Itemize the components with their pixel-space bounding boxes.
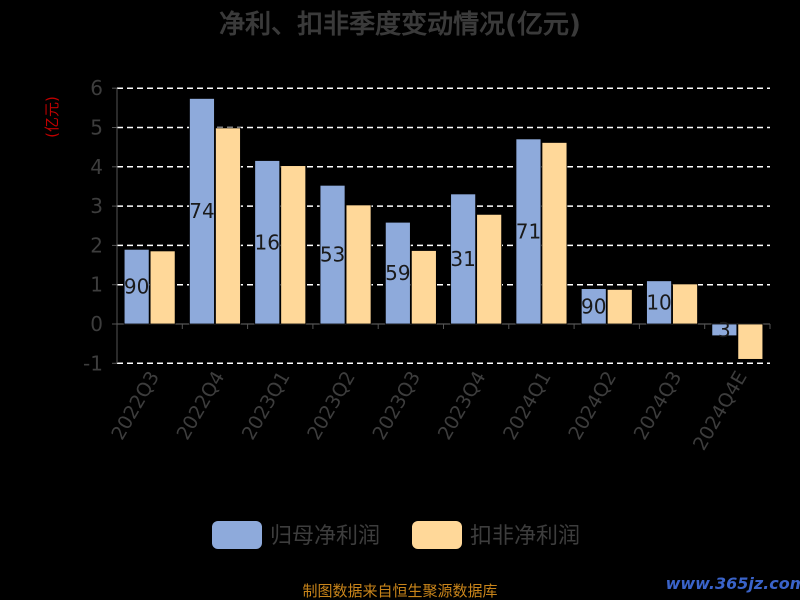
bar-net-profit xyxy=(254,160,281,325)
gridlines xyxy=(117,87,770,365)
bar-deducted-profit xyxy=(410,250,437,325)
y-tick-label: 0 xyxy=(90,312,103,336)
bar-deducted-profit xyxy=(737,323,764,360)
bar-deducted-profit xyxy=(215,127,241,325)
bar-data-label: 90 xyxy=(581,294,606,318)
bar-data-label: 74 xyxy=(189,199,214,223)
bar-deducted-profit xyxy=(149,250,176,325)
bar-data-label: 59 xyxy=(385,261,410,285)
legend-swatch xyxy=(212,521,262,549)
bar-deducted-profit xyxy=(280,165,307,325)
y-tick-label: 4 xyxy=(90,155,103,179)
x-tick-label: 2022Q3 xyxy=(107,368,164,444)
x-tick-label: 2023Q3 xyxy=(368,368,425,444)
x-tick-label: 2024Q2 xyxy=(564,368,621,444)
bar-data-label: 3 xyxy=(718,318,731,342)
axes xyxy=(116,88,770,364)
bar-data-label: 90 xyxy=(124,275,149,299)
x-tick-label: 2023Q2 xyxy=(303,368,360,444)
data-labels: 90 74 16 53 59 31 71 90 10 3 xyxy=(124,199,731,342)
bar-deducted-profit xyxy=(476,213,503,325)
y-tick-label: 2 xyxy=(90,233,103,257)
bar-deducted-profit xyxy=(606,289,633,325)
bar-net-profit xyxy=(123,248,150,325)
bar-net-profit xyxy=(384,221,411,325)
bar-net-profit xyxy=(515,138,542,325)
x-tick-label: 2022Q4 xyxy=(173,368,230,444)
bar-data-label: 31 xyxy=(450,247,475,271)
bar-net-profit xyxy=(450,193,477,325)
x-tick-label: 2024Q1 xyxy=(499,368,556,444)
bar-data-label: 53 xyxy=(320,243,345,267)
bar-net-profit xyxy=(319,184,346,325)
x-tick-label: 2024Q3 xyxy=(630,368,687,444)
x-tick-label: 2023Q4 xyxy=(434,368,491,444)
x-tick-label: 2023Q1 xyxy=(238,368,295,444)
bar-net-profit xyxy=(580,288,607,325)
legend-swatch xyxy=(412,521,462,549)
bar-net-profit xyxy=(711,323,738,337)
bar-data-label: 71 xyxy=(516,219,541,243)
y-tick-label: 1 xyxy=(90,273,103,297)
bars xyxy=(123,98,764,360)
bar-deducted-profit xyxy=(345,204,372,325)
x-axis-ticks: 2022Q3 2022Q4 2023Q1 2023Q2 2023Q3 2023Q4 2024… xyxy=(107,324,771,455)
bar-deducted-profit xyxy=(672,283,698,325)
legend-label: 归母净利润 xyxy=(270,524,380,549)
legend: 归母净利润 扣非净利润 xyxy=(212,521,580,549)
source-note: 制图数据来自恒生聚源数据库 xyxy=(302,582,497,600)
legend-label: 扣非净利润 xyxy=(470,524,580,549)
y-axis-unit-label: (亿元) xyxy=(43,96,61,138)
bar-net-profit xyxy=(189,98,215,325)
y-tick-label: -1 xyxy=(83,351,103,375)
y-tick-label: 3 xyxy=(90,194,103,218)
y-axis-ticks: 6 5 4 3 2 1 0 -1 xyxy=(83,76,117,375)
y-tick-label: 5 xyxy=(90,116,103,140)
bar-data-label: 10 xyxy=(646,290,671,314)
y-tick-label: 6 xyxy=(90,76,103,100)
watermark: www.365jz.com xyxy=(666,574,800,593)
bar-data-label: 16 xyxy=(255,230,280,254)
bar-net-profit xyxy=(646,280,672,325)
chart-title: 净利、扣非季度变动情况(亿元) xyxy=(219,9,581,40)
x-tick-label: 2024Q4E xyxy=(689,368,752,455)
bar-deducted-profit xyxy=(541,142,568,325)
